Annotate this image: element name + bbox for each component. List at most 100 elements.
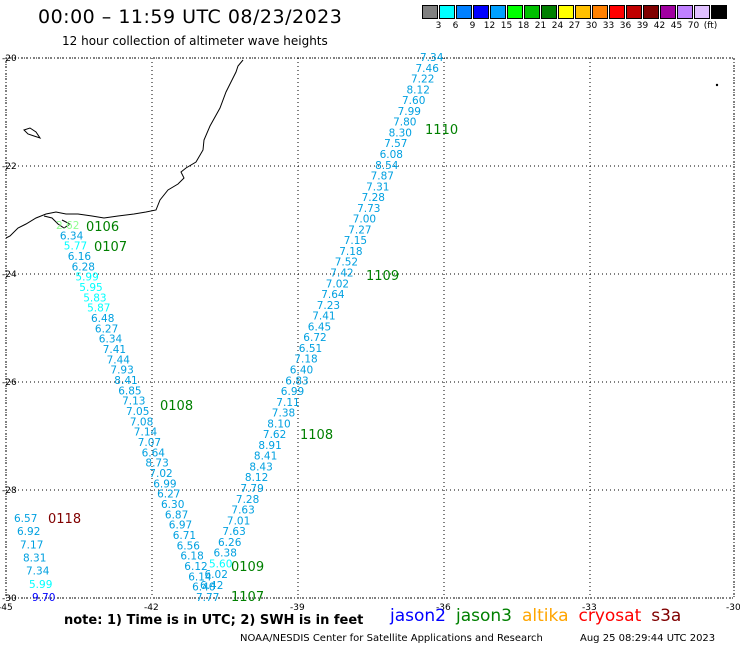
- wave-height-value: 8.73: [145, 458, 168, 470]
- color-swatch-4: [490, 5, 506, 19]
- wave-height-value: 6.42: [200, 580, 223, 592]
- latitude-label: -30: [2, 594, 17, 604]
- color-scale-label: 36: [619, 21, 632, 31]
- wave-height-value: 5.77: [64, 241, 87, 253]
- time-label-0109: 0109: [231, 560, 264, 575]
- wave-height-value: 7.17: [20, 539, 43, 551]
- longitude-label: -42: [144, 603, 159, 613]
- generation-timestamp: Aug 25 08:29:44 UTC 2023: [580, 633, 716, 644]
- wave-height-value: 7.41: [103, 344, 126, 356]
- wave-height-value: 7.44: [107, 354, 131, 366]
- color-scale-label: 24: [551, 21, 564, 31]
- wave-height-value: 6.71: [173, 530, 196, 542]
- color-swatch-10: [592, 5, 608, 19]
- wave-height-value: 6.34: [60, 230, 84, 242]
- wave-height-value: 6.14: [188, 571, 212, 583]
- altimeter-tracks: 2.626.345.776.166.285.995.955.835.876.48…: [14, 52, 444, 604]
- credit-line: NOAA/NESDIS Center for Satellite Applica…: [240, 633, 543, 644]
- wave-height-value: 7.01: [227, 515, 250, 527]
- color-scale-label: 45: [670, 21, 683, 31]
- wave-height-value: 5.95: [79, 282, 102, 294]
- wave-height-value: 6.97: [169, 520, 192, 532]
- wave-height-value: 5.83: [83, 292, 106, 304]
- color-scale-label: 9: [469, 21, 476, 31]
- color-swatch-14: [660, 5, 676, 19]
- wave-height-value: 6.34: [99, 334, 123, 346]
- wave-height-value: 7.00: [353, 214, 376, 226]
- color-scale-label: 42: [653, 21, 666, 31]
- color-scale-label: 12: [483, 21, 496, 31]
- color-swatch-0: [422, 5, 438, 19]
- wave-height-value: 7.28: [362, 192, 385, 204]
- wave-height-value: 6.16: [68, 251, 92, 263]
- wave-height-value: 8.41: [114, 375, 137, 387]
- color-swatch-13: [643, 5, 659, 19]
- island-path: [23, 127, 42, 139]
- longitude-label: -33: [582, 603, 597, 613]
- wave-height-value: 6.57: [14, 513, 37, 525]
- wave-height-value: 6.38: [214, 548, 237, 560]
- legend-item-altika: altika: [522, 606, 569, 626]
- wave-height-value: 8.43: [249, 462, 272, 474]
- time-label-1110: 1110: [425, 123, 458, 138]
- color-swatch-7: [541, 5, 557, 19]
- wave-height-value: 8.12: [407, 84, 430, 96]
- longitude-label: -36: [436, 603, 451, 613]
- color-scale-bar: [422, 5, 728, 19]
- color-scale-label: 6: [452, 21, 459, 31]
- wave-height-value: 7.64: [321, 289, 345, 301]
- wave-height-value: 5.60: [209, 558, 232, 570]
- wave-height-value: 6.08: [380, 149, 403, 161]
- wave-height-value: 6.56: [177, 540, 201, 552]
- wave-height-value: 7.05: [126, 406, 149, 418]
- wave-height-value: 7.77: [196, 592, 219, 604]
- legend-item-jason2: jason2: [390, 606, 446, 626]
- longitude-label: -45: [0, 603, 13, 613]
- wave-height-value: 7.99: [398, 106, 421, 118]
- time-label-0106: 0106: [86, 220, 119, 235]
- color-scale-label: 30: [585, 21, 598, 31]
- wave-height-value: 6.26: [218, 537, 242, 549]
- wave-height-value: 7.08: [130, 416, 153, 428]
- latitude-label: -24: [2, 270, 17, 280]
- wave-height-value: 7.13: [122, 396, 145, 408]
- time-label-1107: 1107: [231, 590, 264, 605]
- coastline: [5, 59, 719, 239]
- wave-height-value: 7.73: [357, 203, 380, 215]
- wave-height-value: 7.15: [344, 235, 367, 247]
- color-swatch-9: [575, 5, 591, 19]
- color-swatch-11: [609, 5, 625, 19]
- color-swatch-2: [456, 5, 472, 19]
- bay-path: [43, 215, 71, 229]
- color-swatch-1: [439, 5, 455, 19]
- wave-height-value: 7.02: [326, 278, 349, 290]
- wave-height-value: 8.30: [389, 127, 412, 139]
- latitude-label: -28: [2, 486, 17, 496]
- map-title: 00:00 – 11:59 UTC 08/23/2023: [38, 6, 343, 28]
- wave-height-value: 7.07: [138, 437, 161, 449]
- wave-height-value: 7.63: [231, 505, 254, 517]
- legend-item-s3a: s3a: [651, 606, 682, 626]
- satellite-legend: jason2 jason3 altika cryosat s3a: [390, 606, 691, 626]
- wave-height-value: 7.38: [272, 408, 295, 420]
- wave-height-value: 6.72: [303, 332, 326, 344]
- coastline-path: [5, 59, 244, 239]
- wave-height-value: 2.62: [56, 220, 79, 232]
- time-label-0107: 0107: [94, 240, 127, 255]
- wave-height-value: 7.60: [402, 95, 425, 107]
- time-label-0118: 0118: [48, 512, 81, 527]
- island-dot: [715, 83, 719, 87]
- wave-height-value: 6.83: [285, 375, 308, 387]
- color-scale-label: 15: [500, 21, 513, 31]
- wave-height-value: 6.12: [184, 561, 207, 573]
- wave-height-value: 7.80: [393, 117, 416, 129]
- wave-height-value: 7.87: [371, 171, 394, 183]
- color-swatch-15: [677, 5, 693, 19]
- wave-height-value: 5.99: [75, 272, 98, 284]
- wave-height-value: 8.54: [375, 160, 399, 172]
- wave-height-value: 6.87: [165, 509, 188, 521]
- color-swatch-3: [473, 5, 489, 19]
- wave-height-value: 8.31: [23, 553, 46, 565]
- color-scale-label: 33: [602, 21, 615, 31]
